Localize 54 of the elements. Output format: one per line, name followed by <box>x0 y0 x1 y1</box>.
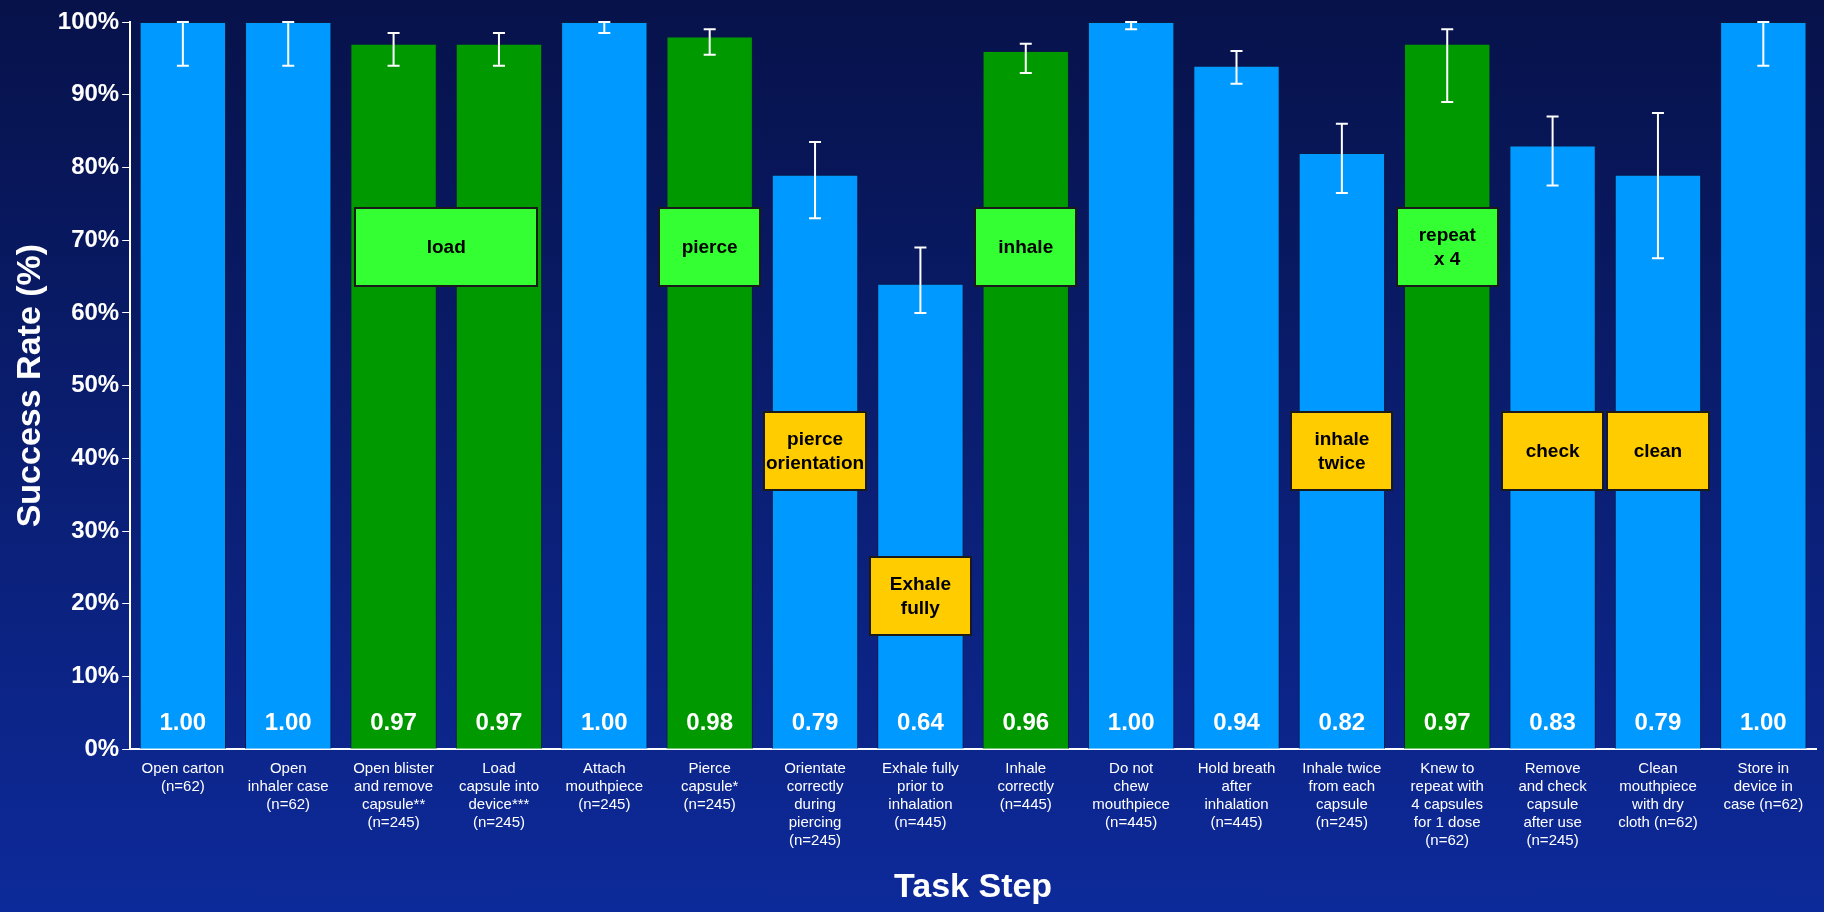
data-label: 0.79 <box>1634 707 1682 735</box>
x-tick-label: Inhale correctly (n=445) <box>997 759 1055 813</box>
data-label: 1.00 <box>580 707 628 735</box>
y-tick-label: 0% <box>84 733 120 761</box>
callout-box: clean <box>1606 411 1710 492</box>
data-label: 0.97 <box>475 707 523 735</box>
x-axis-title: Task Step <box>894 865 1053 904</box>
x-tick-label: Do not chew mouthpiece (n=445) <box>1092 759 1170 831</box>
data-label: 0.83 <box>1529 707 1576 735</box>
y-tick-label: 70% <box>71 224 120 252</box>
y-tick-label: 30% <box>71 515 120 543</box>
y-tick-label: 50% <box>71 370 120 398</box>
x-tick-label: Clean mouthpiece with dry cloth (n=62) <box>1618 759 1698 831</box>
x-tick-label: Store in device in case (n=62) <box>1723 759 1804 813</box>
callout-box: Exhale fully <box>868 556 973 637</box>
y-tick-label: 40% <box>71 442 120 470</box>
data-label: 0.82 <box>1318 707 1366 735</box>
x-tick-label: Open blister and remove capsule** (n=245) <box>353 759 435 831</box>
data-label: 1.00 <box>1107 707 1155 735</box>
callout-box: check <box>1500 411 1605 492</box>
data-label: 1.00 <box>264 707 312 735</box>
callout-box: inhale <box>974 207 1078 288</box>
data-label: 0.97 <box>1423 707 1471 735</box>
data-label: 0.98 <box>686 707 734 735</box>
x-tick-label: Load capsule into device*** (n=245) <box>458 759 539 831</box>
data-label: 0.97 <box>370 707 417 735</box>
x-tick-label: Attach mouthpiece (n=245) <box>565 759 644 813</box>
callout-box: load <box>354 207 539 288</box>
data-label: 1.00 <box>159 707 207 735</box>
callout-box: pierce <box>658 207 762 288</box>
x-tick-label: Open carton (n=62) <box>141 759 225 795</box>
x-tick-label: Exhale fully prior to inhalation (n=445) <box>882 759 960 831</box>
x-tick-label: Remove and check capsule after use (n=245) <box>1518 759 1588 849</box>
x-tick-label: Knew to repeat with 4 capsules for 1 dose (n=62) <box>1410 759 1484 849</box>
data-label: 0.79 <box>791 707 839 735</box>
y-tick-label: 10% <box>71 661 120 689</box>
y-tick-label: 20% <box>71 588 120 616</box>
x-tick-label: Open inhaler case (n=62) <box>247 759 329 813</box>
data-label: 0.96 <box>1002 707 1050 735</box>
callout-box: inhale twice <box>1290 411 1394 492</box>
y-tick-label: 80% <box>71 152 120 180</box>
data-label: 0.94 <box>1213 707 1261 735</box>
y-tick-label: 100% <box>57 6 120 34</box>
x-tick-label: Pierce capsule* (n=245) <box>680 759 739 813</box>
callout-box: pierce orientation <box>763 411 867 492</box>
y-axis-title: Success Rate (%) <box>8 243 47 528</box>
y-tick-label: 60% <box>71 297 120 325</box>
data-label: 0.64 <box>897 707 945 735</box>
x-tick-label: Inhale twice from each capsule (n=245) <box>1302 759 1382 831</box>
x-tick-label: Orientate correctly during piercing (n=245) <box>784 759 846 849</box>
y-tick-label: 90% <box>71 79 120 107</box>
x-tick-label: Hold breath after inhalation (n=445) <box>1197 759 1276 831</box>
callout-box: repeat x 4 <box>1395 207 1499 288</box>
data-label: 1.00 <box>1739 707 1787 735</box>
